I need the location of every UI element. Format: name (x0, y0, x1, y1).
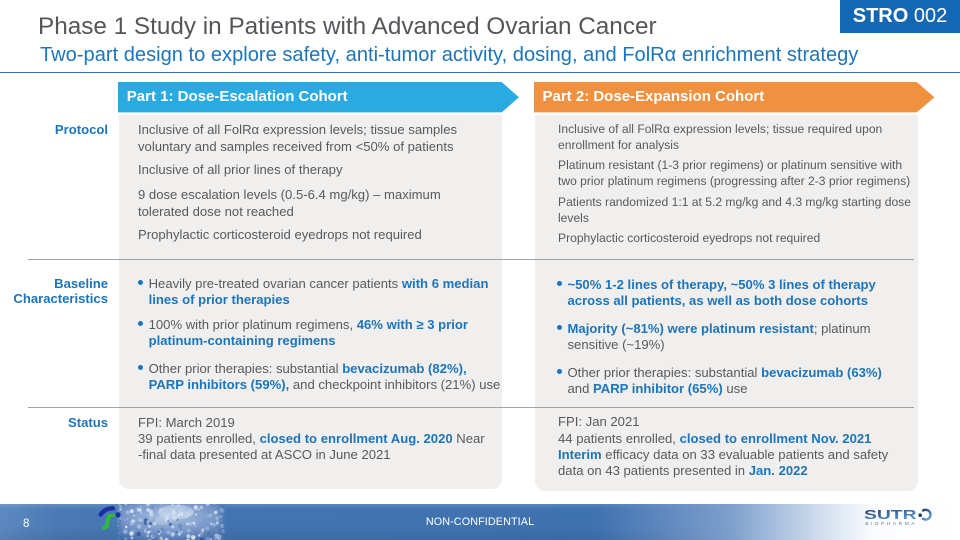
svg-text:SUTR: SUTR (864, 508, 917, 522)
svg-text:BIOPHARMA: BIOPHARMA (865, 521, 917, 527)
